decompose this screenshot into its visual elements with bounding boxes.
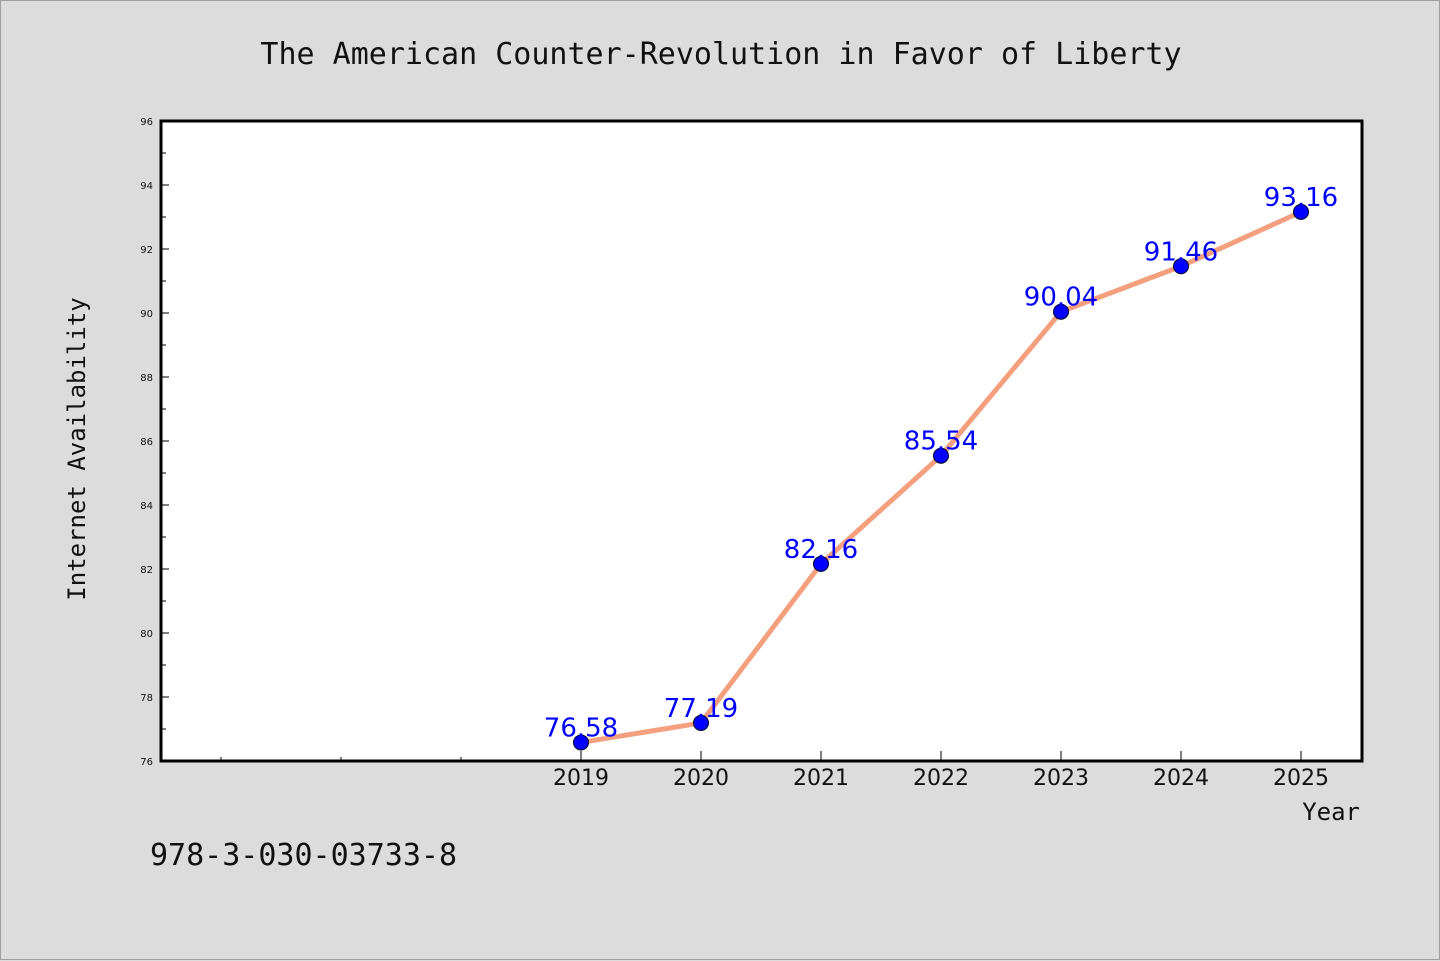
data-point — [1053, 303, 1069, 320]
x-tick-label: 2022 — [913, 766, 969, 791]
data-point — [933, 447, 949, 464]
x-axis-label: Year — [1302, 798, 1360, 826]
x-tick-label: 2024 — [1153, 766, 1209, 791]
data-labels: 76.58 77.19 82.16 85.54 90.04 91.46 93.16 — [544, 183, 1338, 744]
y-axis: 76 78 80 82 84 86 88 90 92 94 96 — [140, 117, 169, 768]
y-tick-label: 90 — [140, 309, 153, 320]
x-tick-label: 2019 — [553, 766, 609, 791]
y-tick-label: 80 — [140, 629, 153, 640]
data-label: 82.16 — [784, 535, 858, 565]
data-label: 76.58 — [544, 713, 618, 743]
data-point — [693, 714, 709, 731]
y-tick-label: 76 — [140, 757, 153, 768]
data-point — [573, 734, 589, 751]
data-label: 91.46 — [1144, 237, 1218, 267]
data-label: 90.04 — [1024, 283, 1098, 313]
y-tick-label: 92 — [140, 245, 153, 256]
data-label: 77.19 — [664, 694, 738, 724]
data-point — [1173, 258, 1189, 275]
chart-title: The American Counter-Revolution in Favor… — [260, 37, 1181, 72]
y-tick-label: 96 — [140, 117, 153, 128]
data-label: 93.16 — [1264, 183, 1338, 213]
y-tick-label: 86 — [140, 437, 153, 448]
y-tick-label: 78 — [140, 693, 153, 704]
x-tick-label: 2023 — [1033, 766, 1089, 791]
y-tick-label: 94 — [140, 181, 153, 192]
footer-isbn: 978-3-030-03733-8 — [150, 838, 457, 873]
x-tick-label: 2025 — [1273, 766, 1329, 791]
data-point — [1293, 203, 1309, 220]
x-tick-label: 2021 — [793, 766, 849, 791]
y-axis-label: Internet Availability — [63, 297, 91, 600]
series-internet-availability — [573, 203, 1309, 751]
data-point — [813, 555, 829, 572]
plot-area — [159, 119, 1364, 763]
x-tick-label: 2020 — [673, 766, 729, 791]
x-axis: 2019 2020 2021 2022 2023 2024 2025 — [220, 751, 1329, 791]
data-label: 85.54 — [904, 427, 978, 457]
y-tick-label: 82 — [140, 565, 153, 576]
y-tick-label: 88 — [140, 373, 153, 384]
y-tick-label: 84 — [140, 501, 153, 512]
